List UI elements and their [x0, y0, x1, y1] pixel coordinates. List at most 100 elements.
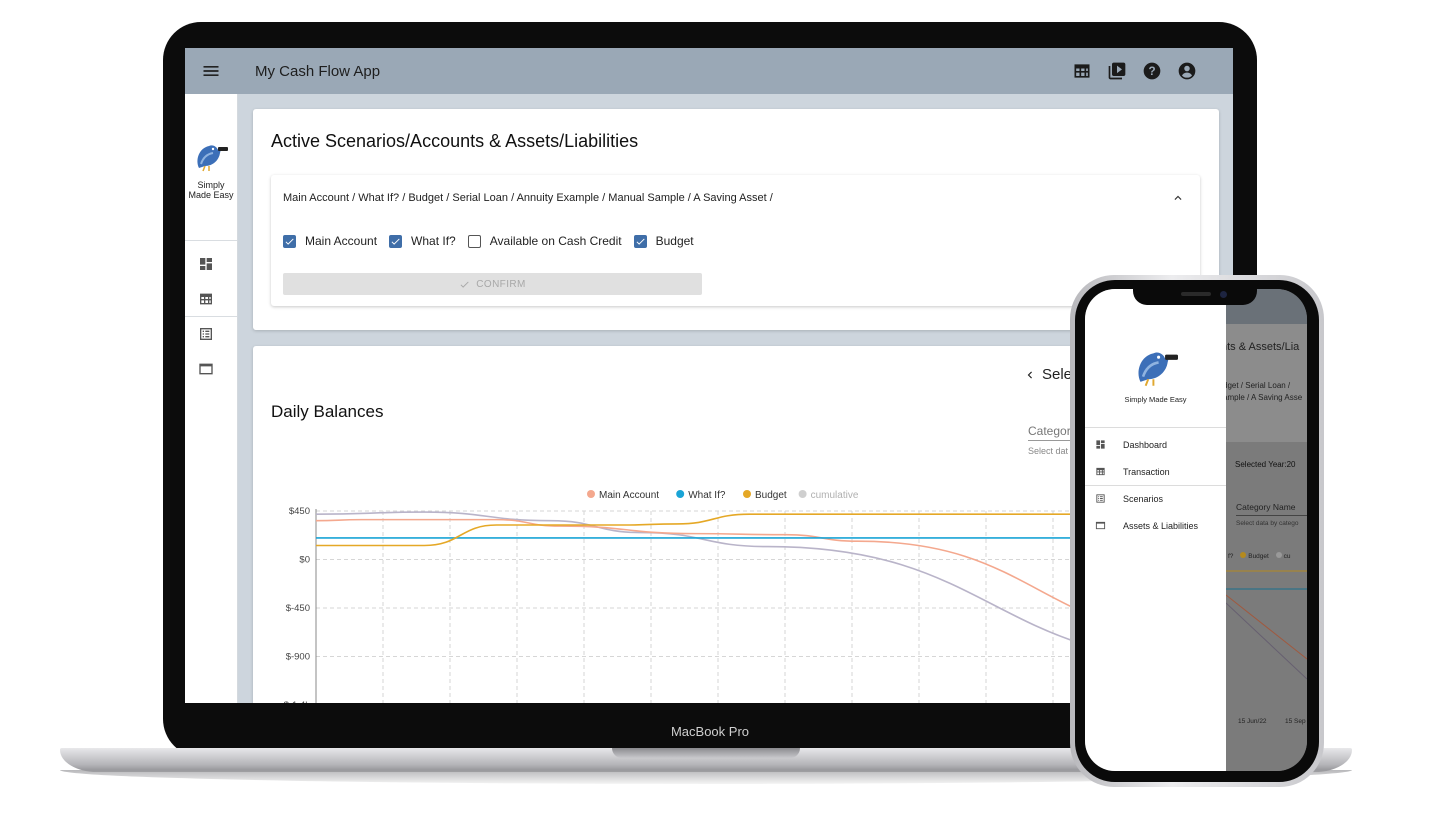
drawer-item-label: Transaction: [1123, 466, 1170, 477]
phone-bg-summary-2: ample / A Saving Asse: [1223, 393, 1303, 402]
menu-icon[interactable]: [201, 61, 221, 81]
phone-background-app: nts & Assets/Lia dget / Serial Loan / am…: [1085, 289, 1307, 771]
phone-screen: nts & Assets/Lia dget / Serial Loan / am…: [1085, 289, 1307, 771]
checkbox-label: Main Account: [305, 234, 378, 248]
checkbox-checked[interactable]: [283, 234, 296, 248]
y-tick-label: $450: [289, 506, 310, 517]
phone-bg-x-label: 15 Sep: [1285, 718, 1306, 725]
video-library-icon[interactable]: [1107, 61, 1127, 81]
phone-speaker: [1181, 292, 1211, 296]
phone-bg-title: nts & Assets/Lia: [1221, 341, 1300, 353]
drawer-item-scenarios[interactable]: Scenarios: [1095, 493, 1163, 504]
phone-bg-summary-1: dget / Serial Loan /: [1223, 381, 1291, 390]
y-tick-label: $-900: [286, 652, 310, 663]
window-icon[interactable]: [198, 361, 214, 377]
laptop-hinge-notch: [612, 748, 800, 758]
macbook-label: MacBook Pro: [670, 724, 750, 739]
bird-logo-icon: [1138, 352, 1178, 387]
phone-nav-drawer: Simply Made Easy Dashboard Transaction S…: [1085, 289, 1226, 771]
phone-bg-legend: f? Budget cu: [1228, 552, 1291, 560]
drawer-item-label: Assets & Liabilities: [1123, 520, 1199, 531]
checkbox-unchecked[interactable]: [467, 234, 481, 248]
window-icon: [1095, 521, 1106, 530]
check-icon: [391, 238, 400, 245]
table-icon[interactable]: [1072, 61, 1092, 81]
chevron-up-icon[interactable]: [1171, 191, 1185, 205]
legend-marker: [798, 490, 807, 498]
account-icon[interactable]: [1177, 61, 1197, 81]
checkbox-checked[interactable]: [389, 234, 403, 248]
list-icon: [1096, 494, 1105, 503]
legend-label: Main Account: [599, 490, 659, 501]
category-select-label[interactable]: Categor: [1028, 424, 1071, 438]
phone-brand-name: Simply Made Easy: [1124, 395, 1187, 404]
checkbox-checked[interactable]: [633, 234, 647, 248]
drawer-divider: [1085, 485, 1226, 486]
card-title: Daily Balances: [271, 402, 384, 421]
y-tick-label: $-1.4k: [284, 700, 311, 703]
phone-card2-bg: [1226, 442, 1307, 771]
list-icon[interactable]: [198, 326, 214, 342]
dashboard-icon: [1096, 440, 1105, 449]
phone-bg-x-label: 15 Jun/22: [1238, 718, 1267, 725]
daily-balances-card: Sele Daily Balances Categor Select dat M…: [253, 346, 1228, 703]
chart-svg: Main Account What If? Budget cumulative $450…: [284, 490, 1220, 703]
legend-marker: [676, 490, 685, 498]
phone-bg-chart: [1226, 570, 1307, 680]
drawer-item-assets-liabilities[interactable]: Assets & Liabilities: [1095, 520, 1198, 531]
y-tick-label: $0: [299, 555, 310, 566]
legend-marker: [587, 490, 595, 498]
series-line-budget: [315, 513, 1219, 547]
sidebar-divider: [185, 240, 237, 241]
help-icon[interactable]: ?: [1142, 61, 1162, 81]
phone-bg-category: Category Name: [1236, 502, 1296, 512]
checkbox-item[interactable]: Available on Cash Credit: [467, 234, 622, 248]
legend-dot: [1240, 552, 1247, 558]
phone-bg-category-line: [1236, 515, 1307, 516]
sidebar-divider: [185, 316, 237, 317]
checkbox-label: Available on Cash Credit: [489, 234, 622, 248]
drawer-item-dashboard[interactable]: Dashboard: [1095, 439, 1167, 450]
year-nav-label: Sele: [1042, 366, 1073, 383]
legend-label: cumulative: [811, 490, 859, 501]
sidebar-brand-name: Simply Made Easy: [188, 180, 234, 200]
drawer-divider: [1085, 427, 1226, 428]
legend-label: Budget: [755, 490, 787, 501]
series-line-main-account: [315, 518, 1220, 639]
drawer-item-label: Scenarios: [1123, 493, 1164, 504]
laptop-screen: My Cash Flow App ? Simply Made Easy Acti…: [185, 48, 1233, 703]
phone-bg-legend-item: f?: [1228, 553, 1234, 560]
checkbox-label: Budget: [655, 234, 694, 248]
checkbox-item[interactable]: Budget: [633, 234, 694, 248]
dashboard-icon[interactable]: [198, 256, 214, 272]
confirm-button[interactable]: CONFIRM: [283, 273, 702, 295]
chevron-left-icon[interactable]: [1023, 368, 1037, 382]
checkbox-item[interactable]: Main Account: [283, 234, 377, 248]
table-icon[interactable]: [198, 291, 214, 307]
phone-card-bg: [1226, 324, 1307, 442]
check-icon: [636, 238, 645, 245]
app-bar: My Cash Flow App ?: [185, 48, 1233, 94]
y-tick-label: $-450: [286, 603, 310, 614]
phone-notch: [1133, 287, 1257, 305]
year-navigator[interactable]: Sele: [1023, 366, 1072, 383]
svg-text:?: ?: [1148, 65, 1155, 78]
drawer-item-transaction[interactable]: Transaction: [1095, 466, 1170, 477]
check-icon: [285, 238, 294, 245]
checkbox-item[interactable]: What If?: [389, 234, 456, 248]
scenario-checkboxes: Main Account What If? Available on Cash Cr…: [283, 234, 706, 248]
legend-label: What If?: [688, 490, 726, 501]
panel-summary[interactable]: Main Account / What If? / Budget / Seria…: [283, 192, 773, 204]
checkbox-label: What If?: [411, 234, 456, 248]
phone-bg-category-helper: Select data by catego: [1236, 520, 1299, 527]
phone-bg-legend-item: Budget: [1248, 553, 1269, 560]
phone-bg-year: Selected Year:20: [1235, 460, 1296, 469]
confirm-label: CONFIRM: [476, 278, 526, 290]
legend-marker: [743, 490, 751, 498]
check-icon: [460, 281, 469, 288]
daily-balances-chart: Main Account What If? Budget cumulative $450…: [273, 484, 1220, 703]
app-title: My Cash Flow App: [255, 63, 381, 80]
series-line-cumulative: [315, 511, 1220, 664]
scenarios-expansion-panel: Main Account / What If? / Budget / Seria…: [271, 175, 1200, 306]
phone-camera: [1220, 291, 1227, 298]
